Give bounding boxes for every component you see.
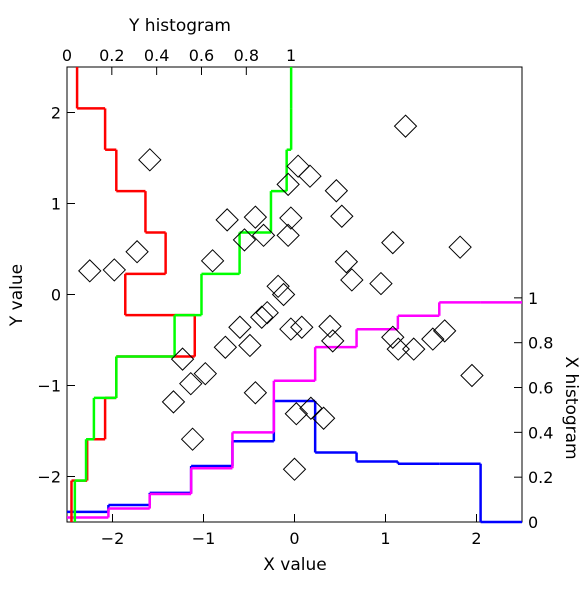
scatter-point (243, 381, 268, 405)
x-tick-label: 1 (380, 529, 390, 548)
top-tick-label: 0.2 (99, 46, 124, 65)
top-tick-label: 0.4 (144, 46, 169, 65)
right-axis-label: X histogram (561, 356, 581, 459)
scatter-point (200, 249, 225, 273)
scatter-point (299, 396, 323, 420)
scatter-point (330, 204, 354, 228)
top-tick-label: 1 (286, 46, 296, 65)
scatter-point (243, 205, 268, 229)
scatter-point (321, 329, 345, 353)
scatter-point (276, 223, 300, 248)
scatter-point (318, 314, 342, 339)
y-tick-label: 0 (51, 286, 61, 305)
scatter-point (381, 325, 405, 349)
scatter-point (460, 363, 484, 388)
top-tick-label: 0.8 (234, 46, 259, 65)
scatter-point (193, 361, 218, 386)
y-tick-label: 2 (51, 104, 61, 123)
scatter-point (179, 371, 203, 396)
scatter-point (286, 154, 310, 178)
scatter-point (284, 402, 309, 426)
x-tick-label: 0 (289, 529, 299, 548)
y-tick-label: 1 (51, 195, 61, 214)
x-axis-label: X value (263, 555, 326, 575)
scatter-point (290, 315, 314, 339)
y-tick-label: −1 (37, 377, 61, 396)
scatter-point (250, 305, 274, 329)
scatter-point (232, 228, 257, 252)
right-tick-label: 0.6 (528, 379, 553, 398)
scatter-point (298, 164, 322, 188)
scatter-point (213, 335, 238, 359)
scatter-point (421, 327, 445, 351)
scatter-point (448, 235, 472, 259)
scatter-point (138, 148, 162, 172)
right-tick-label: 0.2 (528, 468, 553, 487)
scatter-point (311, 406, 336, 430)
scatter-point (324, 179, 349, 203)
right-tick-label: 1 (528, 289, 538, 308)
scatter-point (276, 172, 300, 197)
top-axis-label: Y histogram (128, 16, 231, 36)
scatter-point (386, 337, 410, 361)
scatter-point (282, 457, 307, 481)
scatter-point (125, 240, 149, 264)
scatter-point (266, 274, 290, 299)
y-axis-label: Y value (7, 264, 27, 327)
x-tick-label: −1 (192, 529, 216, 548)
top-tick-label: 0 (62, 46, 72, 65)
scatter-point (340, 268, 364, 292)
scatter-point (78, 259, 102, 283)
scatter-point (271, 282, 296, 307)
scatter-point (255, 300, 279, 325)
scatter-point (228, 315, 252, 339)
scatter-point (334, 250, 359, 274)
scatter-point (369, 271, 393, 296)
top-tick-label: 0.6 (189, 46, 214, 65)
y-tick-label: −2 (37, 468, 61, 487)
x-tick-label: −2 (101, 529, 125, 548)
scatter-point (238, 333, 262, 358)
scatter-point (102, 258, 127, 282)
scatter-point (215, 208, 239, 232)
scatter-point (170, 347, 195, 371)
right-tick-label: 0.8 (528, 334, 553, 353)
scatter-point (402, 337, 426, 361)
scatter-point (251, 223, 276, 248)
x-tick-label: 2 (471, 529, 481, 548)
right-tick-label: 0.4 (528, 423, 553, 442)
scatter-point (161, 390, 186, 414)
scatter-point (432, 319, 457, 343)
scatter-point (180, 427, 205, 451)
scatter-point (279, 317, 303, 341)
scatter-point (279, 206, 303, 230)
right-tick-label: 0 (528, 513, 538, 532)
scatter-point (393, 114, 418, 138)
scatter-point (381, 230, 405, 255)
